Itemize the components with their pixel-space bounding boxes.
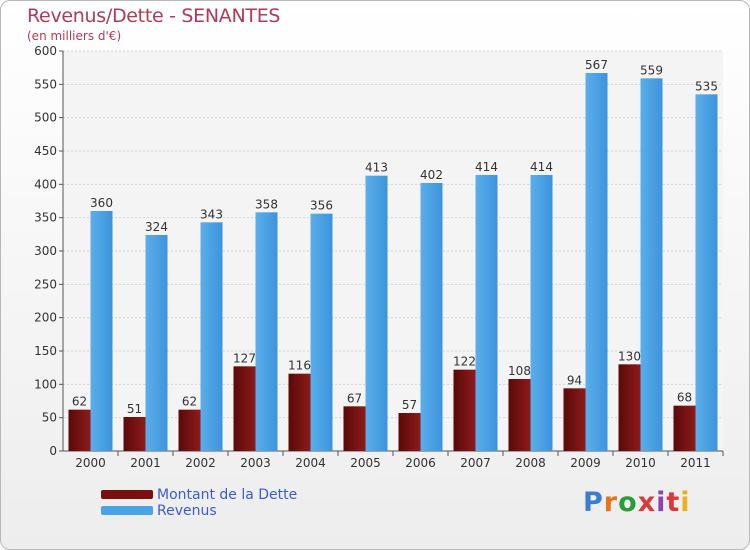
y-tick-label: 550	[34, 77, 57, 91]
x-tick-label: 2002	[185, 456, 216, 470]
bar-dette	[343, 406, 366, 451]
legend-swatch-revenus	[101, 506, 153, 515]
logo-letter: i	[656, 487, 667, 518]
y-tick-label: 150	[34, 344, 57, 358]
data-label-dette: 67	[347, 391, 362, 405]
data-label-dette: 51	[127, 402, 142, 416]
y-tick-label: 600	[34, 44, 57, 58]
x-tick-label: 2004	[295, 456, 326, 470]
y-tick-label: 300	[34, 244, 57, 258]
logo-letter: o	[618, 487, 638, 518]
data-label-revenus: 535	[695, 79, 718, 93]
bar-revenus	[365, 175, 388, 451]
chart-subtitle: (en milliers d'€)	[27, 29, 122, 43]
bar-dette	[673, 405, 696, 451]
logo-letter: t	[666, 487, 681, 518]
x-tick-label: 2005	[350, 456, 381, 470]
y-tick-label: 500	[34, 111, 57, 125]
x-tick-label: 2006	[405, 456, 436, 470]
data-label-revenus: 360	[90, 196, 113, 210]
bar-dette	[618, 364, 641, 451]
legend-swatch-dette	[101, 490, 153, 499]
bar-revenus	[475, 175, 498, 451]
y-tick-label: 350	[34, 211, 57, 225]
y-tick-label: 200	[34, 311, 57, 325]
data-label-revenus: 559	[640, 63, 663, 77]
bar-dette	[288, 373, 311, 451]
data-label-dette: 122	[453, 355, 476, 369]
data-label-dette: 68	[677, 391, 692, 405]
logo-letter: i	[680, 487, 691, 518]
proxiti-logo: Proxiti	[583, 487, 691, 518]
data-label-dette: 116	[288, 359, 311, 373]
legend-label-revenus: Revenus	[157, 503, 217, 519]
bar-revenus	[695, 94, 718, 451]
bar-dette	[178, 409, 201, 451]
x-tick-label: 2003	[240, 456, 271, 470]
x-tick-label: 2010	[625, 456, 656, 470]
bar-dette	[453, 369, 476, 451]
y-tick-label: 450	[34, 144, 57, 158]
data-label-revenus: 343	[200, 207, 223, 221]
data-label-dette: 108	[508, 364, 531, 378]
data-label-dette: 62	[72, 395, 87, 409]
y-tick-label: 0	[49, 444, 57, 458]
y-tick-label: 250	[34, 277, 57, 291]
data-label-revenus: 356	[310, 199, 333, 213]
data-label-revenus: 414	[530, 160, 553, 174]
data-label-revenus: 413	[365, 161, 388, 175]
bar-dette	[508, 379, 531, 451]
bar-revenus	[310, 213, 333, 451]
bar-revenus	[255, 212, 278, 451]
data-label-revenus: 567	[585, 58, 608, 72]
bar-revenus	[530, 175, 553, 451]
x-tick-label: 2000	[75, 456, 106, 470]
bar-revenus	[90, 211, 113, 451]
x-tick-label: 2011	[680, 456, 711, 470]
data-label-dette: 62	[182, 395, 197, 409]
data-label-revenus: 402	[420, 168, 443, 182]
bar-dette	[563, 388, 586, 451]
bar-revenus	[585, 73, 608, 451]
data-label-dette: 130	[618, 349, 641, 363]
data-label-dette: 94	[567, 373, 582, 387]
bar-dette	[123, 417, 146, 451]
x-tick-label: 2009	[570, 456, 601, 470]
bar-dette	[233, 366, 256, 451]
bar-revenus	[200, 222, 223, 451]
logo-letter: r	[603, 487, 619, 518]
x-tick-label: 2007	[460, 456, 491, 470]
bar-dette	[398, 413, 421, 451]
bar-revenus	[145, 235, 168, 451]
data-label-dette: 57	[402, 398, 417, 412]
bar-revenus	[640, 78, 663, 451]
chart-title: Revenus/Dette - SENANTES	[27, 5, 281, 27]
legend-label-dette: Montant de la Dette	[157, 487, 298, 503]
bar-dette	[68, 409, 91, 451]
data-label-revenus: 358	[255, 197, 278, 211]
data-label-revenus: 414	[475, 160, 498, 174]
bar-revenus	[420, 183, 443, 451]
x-tick-label: 2008	[515, 456, 546, 470]
data-label-dette: 127	[233, 351, 256, 365]
logo-letter: x	[637, 487, 657, 518]
x-tick-label: 2001	[130, 456, 161, 470]
y-tick-label: 100	[34, 377, 57, 391]
y-tick-label: 400	[34, 177, 57, 191]
logo-letter: P	[583, 487, 604, 518]
y-tick-label: 50	[42, 411, 57, 425]
data-label-revenus: 324	[145, 220, 168, 234]
